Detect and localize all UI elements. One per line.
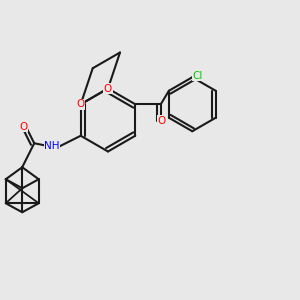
Text: O: O xyxy=(20,122,28,132)
Text: O: O xyxy=(76,99,85,109)
Text: NH: NH xyxy=(44,141,60,151)
Text: Cl: Cl xyxy=(193,71,203,81)
Text: O: O xyxy=(158,116,166,126)
Text: O: O xyxy=(104,83,112,94)
